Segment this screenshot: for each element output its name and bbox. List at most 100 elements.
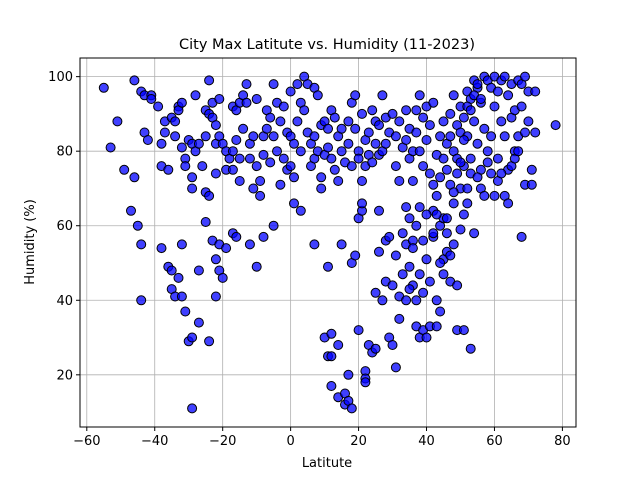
data-point [448,239,459,250]
data-point [285,161,296,172]
data-point [465,105,476,116]
data-point [234,153,245,164]
data-point [357,198,367,209]
data-point [428,228,439,239]
data-point [316,183,327,194]
data-point [197,161,208,172]
data-point [421,135,432,145]
data-point [479,190,490,201]
data-point [221,243,232,254]
data-point [401,135,412,145]
data-point [526,179,537,190]
data-point [394,116,405,127]
data-point [445,108,456,119]
data-point [346,403,357,414]
data-point [448,187,459,198]
data-point [431,321,442,332]
data-point [472,79,483,90]
data-point [265,112,276,123]
data-point [346,161,357,172]
data-point [251,261,262,272]
data-point [156,243,167,254]
data-point [204,336,215,347]
data-point [248,131,259,142]
data-point [414,90,425,101]
data-point [469,228,480,239]
data-point [428,97,439,108]
data-point [200,217,211,227]
data-point [170,131,181,142]
data-point [244,239,255,250]
data-point [105,142,116,153]
data-point [289,172,299,183]
data-point [275,179,286,190]
data-point [380,138,391,149]
x-tick-label: 80 [554,434,571,449]
y-tick-label: 60 [56,219,73,234]
data-point [336,239,347,250]
data-point [482,146,493,157]
data-point [193,317,204,328]
data-point [326,381,337,391]
data-point [418,287,429,298]
data-point [431,295,442,306]
data-point [472,172,483,183]
x-tick-label: 60 [486,434,503,449]
data-point [390,131,401,142]
data-point [438,269,449,280]
data-point [329,112,340,123]
data-point [428,179,439,190]
chart-title: City Max Latitute vs. Humidity (11-2023) [179,37,475,53]
data-point [367,105,378,116]
data-point [377,90,388,101]
data-point [251,94,262,104]
data-point [190,90,201,101]
data-point [431,190,442,201]
data-point [492,153,503,164]
data-point [187,403,198,414]
data-point [370,343,381,354]
data-point [227,146,238,157]
data-point [176,291,187,302]
data-point [214,94,225,104]
data-point [357,108,367,119]
data-point [367,157,378,168]
data-point [156,138,167,149]
data-point [438,153,449,164]
data-point [465,343,476,354]
data-point [244,153,255,164]
data-point [323,261,333,272]
data-point [448,198,459,209]
data-point [455,157,466,168]
data-point [129,75,140,86]
data-point [312,90,323,101]
data-point [458,112,469,123]
data-point [452,168,463,179]
data-point [153,101,164,112]
plot-area-frame [79,57,577,428]
data-point [482,157,493,168]
data-point [411,105,422,116]
data-point [435,258,446,268]
data-point [217,272,228,283]
data-point [238,123,249,134]
data-point [227,164,238,175]
data-point [520,71,530,82]
data-point [397,269,408,280]
data-point [353,153,364,164]
data-point [486,168,497,179]
data-point [166,265,177,276]
data-point [176,97,187,108]
data-points [98,71,561,414]
data-point [421,254,432,265]
data-point [176,142,187,153]
data-point [326,351,337,362]
data-point [316,172,327,183]
data-point [431,209,442,220]
axis-ticks: −60 −40 −20 0 20 40 60 80 20 40 60 80 100 [48,70,571,449]
data-point [333,340,344,350]
data-point [479,123,490,134]
data-point [411,127,422,138]
data-point [530,86,541,97]
data-point [496,116,507,127]
